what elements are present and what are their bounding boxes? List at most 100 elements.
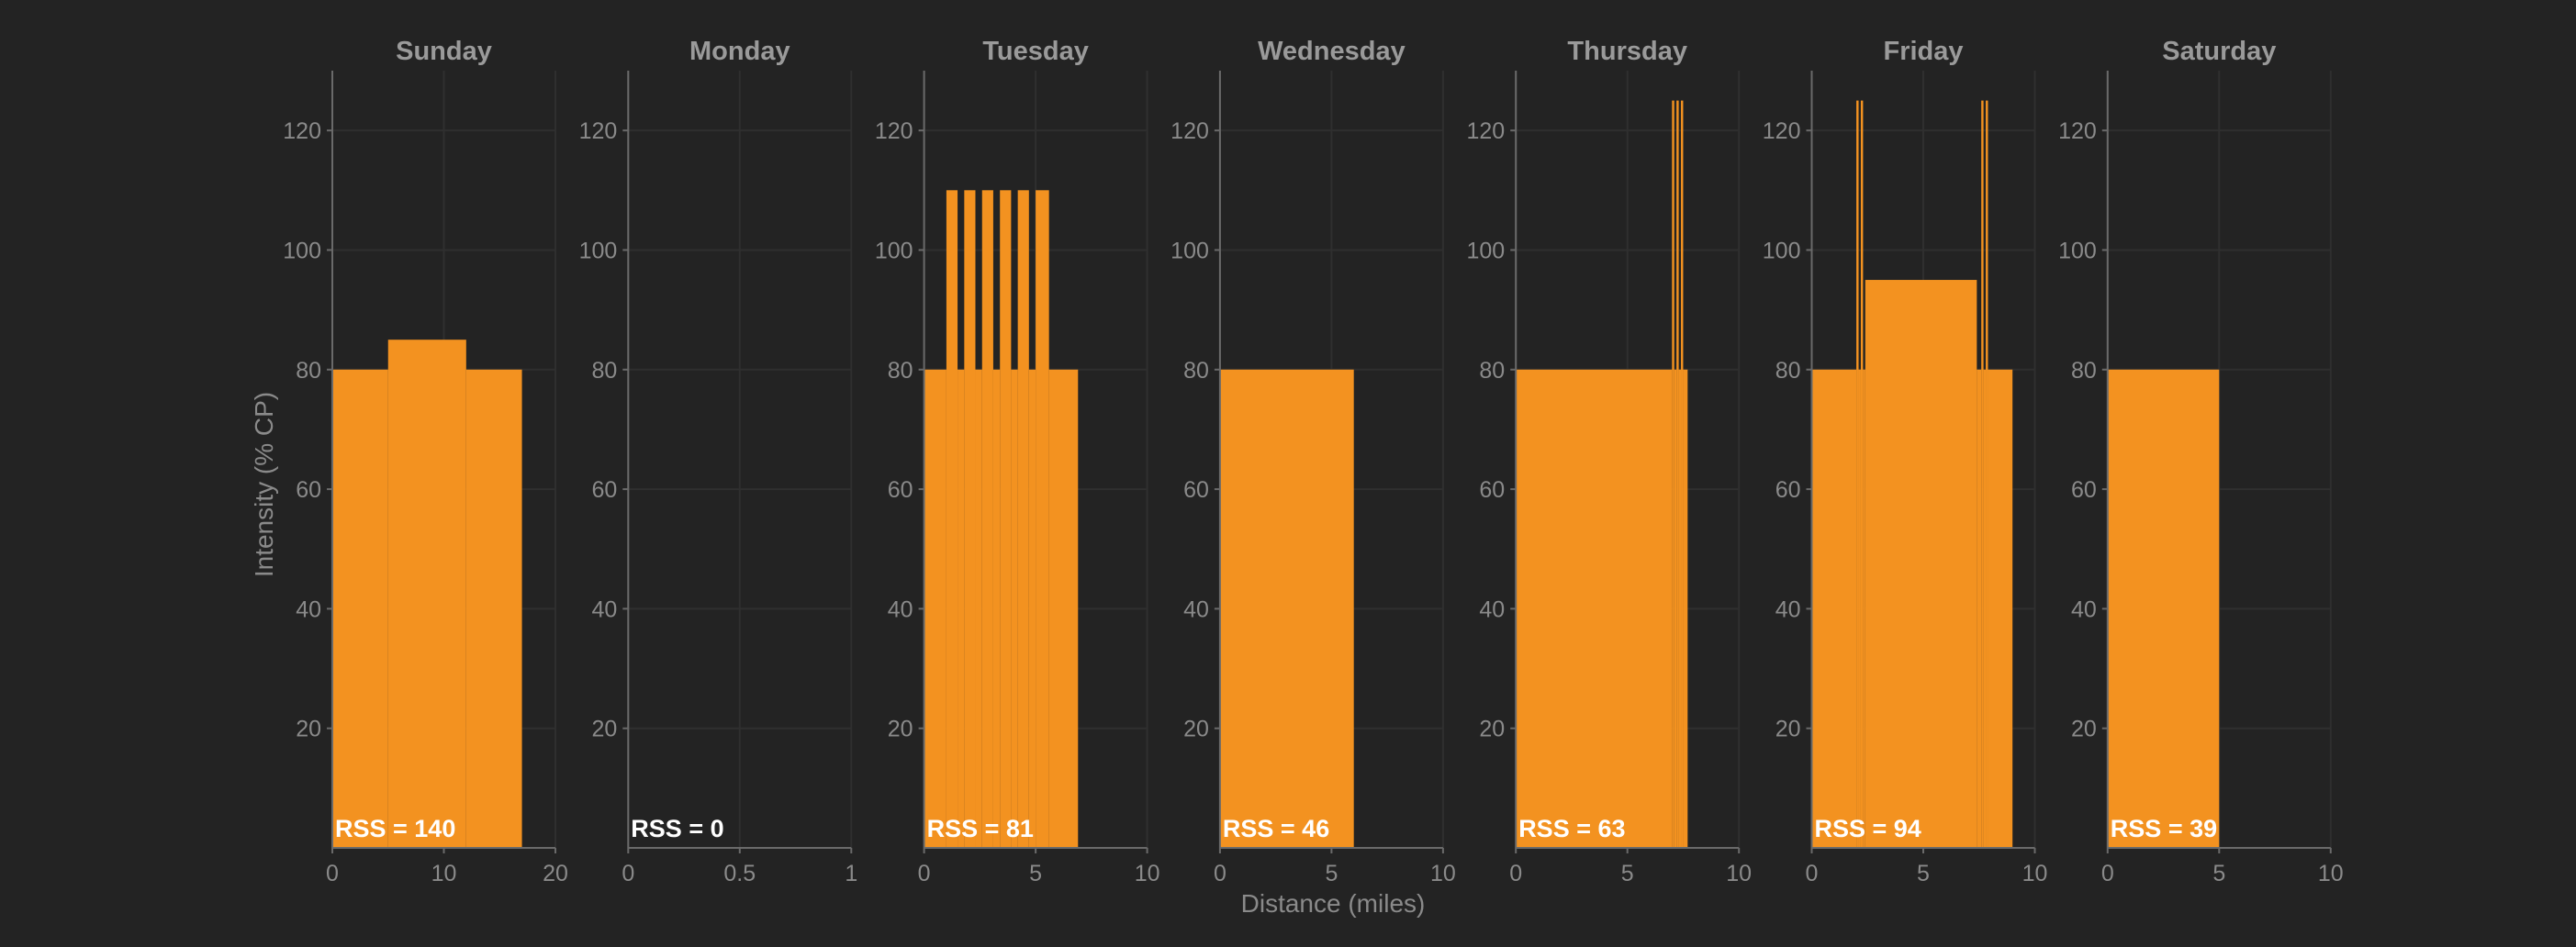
y-tick-label: 40 bbox=[591, 596, 617, 622]
intensity-bar bbox=[1977, 369, 1982, 848]
intensity-bar bbox=[332, 369, 388, 848]
intensity-bar bbox=[1017, 190, 1029, 849]
y-tick-label: 20 bbox=[888, 717, 913, 742]
y-tick-label: 120 bbox=[579, 118, 618, 144]
x-tick-label: 5 bbox=[2212, 861, 2225, 886]
intensity-bar bbox=[946, 190, 958, 849]
intensity-bar bbox=[1048, 369, 1079, 848]
intensity-bar bbox=[1811, 369, 1857, 848]
y-tick-label: 100 bbox=[1170, 238, 1209, 263]
y-tick-label: 120 bbox=[1466, 118, 1505, 144]
rss-label: RSS = 140 bbox=[335, 815, 455, 842]
panel-saturday: 20 40 60 80 100 120 0 5 10 Saturday RSS = 39 bbox=[2058, 37, 2344, 886]
y-tick-label: 40 bbox=[888, 596, 913, 622]
y-tick-label: 120 bbox=[1170, 118, 1209, 144]
panel-title: Sunday bbox=[396, 37, 492, 66]
y-tick-label: 60 bbox=[2071, 477, 2097, 503]
rss-label: RSS = 63 bbox=[1518, 815, 1625, 842]
intensity-bar bbox=[1516, 369, 1673, 848]
intensity-bar bbox=[981, 190, 993, 849]
intensity-bar bbox=[1011, 369, 1018, 848]
rss-label: RSS = 0 bbox=[631, 815, 723, 842]
y-tick-label: 60 bbox=[888, 477, 913, 503]
y-tick-label: 80 bbox=[1183, 358, 1209, 384]
y-tick-label: 100 bbox=[579, 238, 618, 263]
intensity-bar bbox=[1678, 369, 1682, 848]
y-tick-label: 100 bbox=[1466, 238, 1505, 263]
rss-label: RSS = 81 bbox=[927, 815, 1034, 842]
intensity-bar bbox=[1983, 369, 1987, 848]
panel-tuesday: 20 40 60 80 100 120 0 5 10 Tuesday RSS = 81 bbox=[875, 37, 1160, 886]
x-tick-label: 1 bbox=[845, 861, 857, 886]
intensity-bar bbox=[1028, 369, 1036, 848]
intensity-bar bbox=[1683, 369, 1688, 848]
y-tick-label: 80 bbox=[1479, 358, 1505, 384]
x-tick-label: 10 bbox=[2022, 861, 2048, 886]
panel-title: Saturday bbox=[2162, 37, 2276, 66]
panel-title: Friday bbox=[1883, 37, 1963, 66]
y-tick-label: 40 bbox=[1479, 596, 1505, 622]
x-tick-label: 0 bbox=[1806, 861, 1819, 886]
x-tick-label: 10 bbox=[1726, 861, 1752, 886]
y-tick-label: 20 bbox=[591, 717, 617, 742]
y-tick-label: 40 bbox=[1183, 596, 1209, 622]
y-tick-label: 20 bbox=[2071, 717, 2097, 742]
y-tick-label: 80 bbox=[296, 358, 321, 384]
y-tick-label: 20 bbox=[1479, 717, 1505, 742]
x-tick-label: 5 bbox=[1917, 861, 1930, 886]
y-tick-label: 20 bbox=[296, 717, 321, 742]
intensity-bar bbox=[2107, 369, 2220, 848]
x-tick-label: 10 bbox=[1430, 861, 1456, 886]
intensity-bar bbox=[1219, 369, 1354, 848]
intensity-bar bbox=[1856, 100, 1859, 849]
x-tick-label: 10 bbox=[2318, 861, 2344, 886]
y-tick-label: 40 bbox=[1775, 596, 1801, 622]
y-tick-label: 40 bbox=[296, 596, 321, 622]
rss-label: RSS = 46 bbox=[1223, 815, 1329, 842]
intensity-bar bbox=[1863, 369, 1865, 848]
intensity-bar bbox=[958, 369, 965, 848]
intensity-bar bbox=[1865, 280, 1977, 848]
panel-thursday: 20 40 60 80 100 120 0 5 10 Thursday RSS = 63 bbox=[1466, 37, 1752, 886]
x-axis-label: Distance (miles) bbox=[1241, 889, 1426, 918]
x-tick-label: 20 bbox=[543, 861, 568, 886]
x-tick-label: 5 bbox=[1621, 861, 1634, 886]
y-tick-label: 120 bbox=[875, 118, 913, 144]
rss-label: RSS = 39 bbox=[2111, 815, 2217, 842]
intensity-bar bbox=[1981, 100, 1984, 849]
panel-friday: 20 40 60 80 100 120 0 5 10 Friday RSS = 94 bbox=[1763, 37, 2048, 886]
y-tick-label: 100 bbox=[283, 238, 321, 263]
rss-label: RSS = 94 bbox=[1815, 815, 1921, 842]
intensity-bar bbox=[1036, 190, 1049, 849]
intensity-bar bbox=[975, 369, 982, 848]
intensity-bar bbox=[1674, 369, 1677, 848]
x-tick-label: 0 bbox=[918, 861, 931, 886]
intensity-bar bbox=[1858, 369, 1861, 848]
x-tick-label: 0 bbox=[622, 861, 634, 886]
y-tick-label: 20 bbox=[1183, 717, 1209, 742]
y-tick-label: 80 bbox=[2071, 358, 2097, 384]
panel-monday: 20 40 60 80 100 120 0 0.5 1 Monday RSS = 0 bbox=[579, 37, 858, 886]
y-tick-label: 40 bbox=[2071, 596, 2097, 622]
x-tick-label: 0.5 bbox=[723, 861, 756, 886]
intensity-bar bbox=[1860, 100, 1864, 849]
y-tick-label: 120 bbox=[1763, 118, 1801, 144]
x-tick-label: 0 bbox=[2101, 861, 2114, 886]
intensity-bar bbox=[964, 190, 976, 849]
x-tick-label: 0 bbox=[326, 861, 339, 886]
y-tick-label: 100 bbox=[1763, 238, 1801, 263]
y-tick-label: 100 bbox=[875, 238, 913, 263]
intensity-bar bbox=[1672, 100, 1674, 849]
x-tick-label: 0 bbox=[1509, 861, 1522, 886]
panel-title: Thursday bbox=[1567, 37, 1687, 66]
panel-title: Tuesday bbox=[982, 37, 1089, 66]
panel-title: Wednesday bbox=[1258, 37, 1406, 66]
panel-sunday: 20 40 60 80 100 120 0 10 20 Sunday RSS = 140 bbox=[283, 37, 568, 886]
x-tick-label: 10 bbox=[431, 861, 457, 886]
y-tick-label: 60 bbox=[1775, 477, 1801, 503]
y-tick-label: 60 bbox=[1479, 477, 1505, 503]
intensity-bar bbox=[1681, 100, 1684, 849]
y-tick-label: 120 bbox=[283, 118, 321, 144]
